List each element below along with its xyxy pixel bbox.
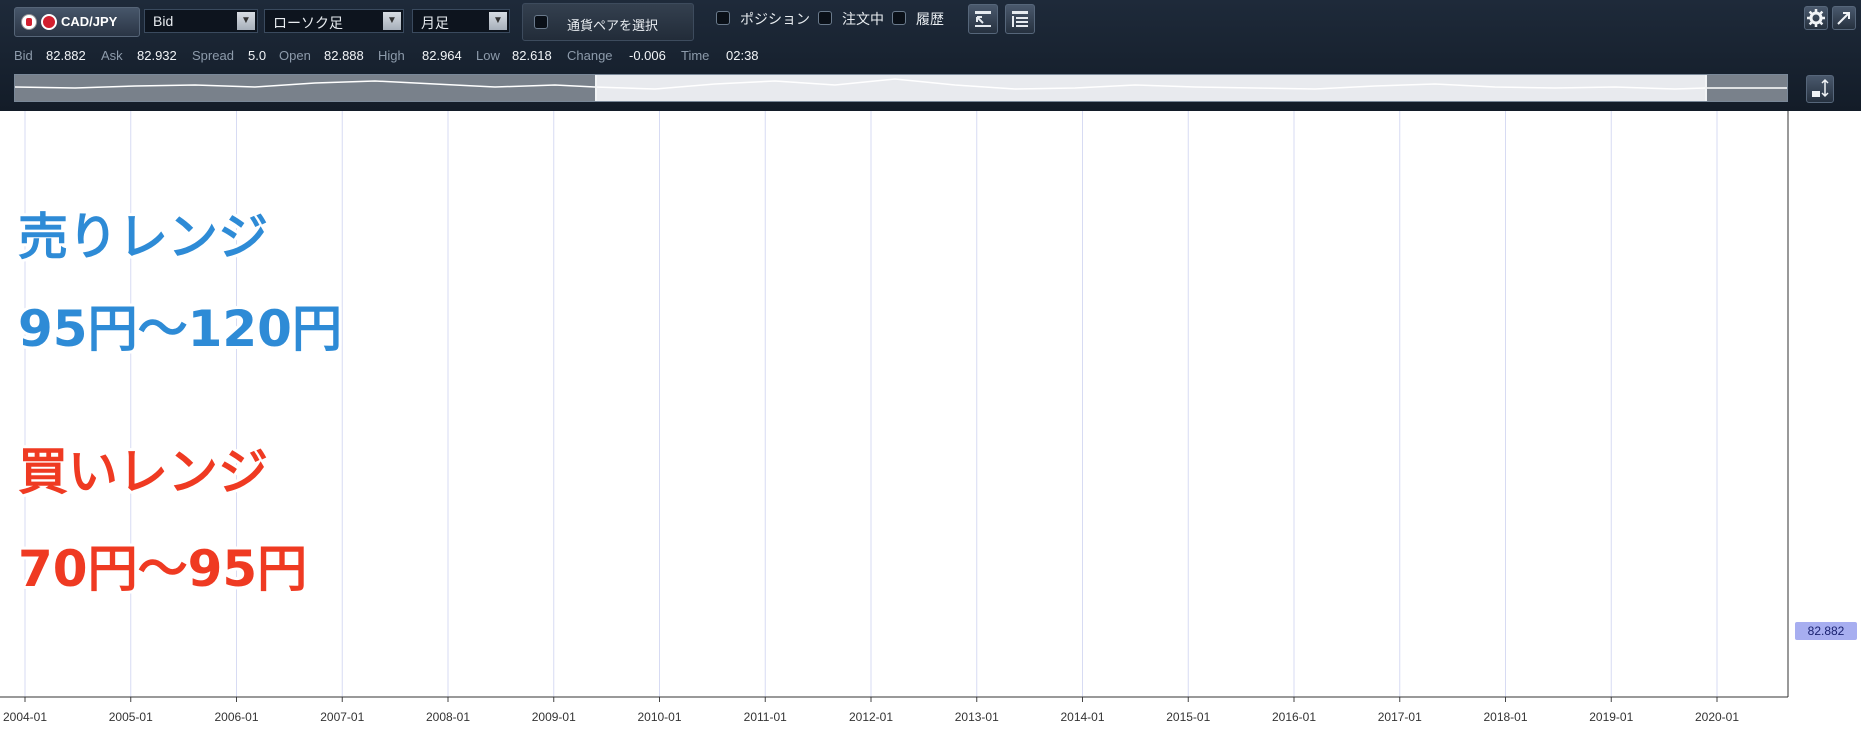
order-checkbox[interactable] xyxy=(818,11,832,25)
plot-background xyxy=(0,111,1788,697)
ask-label: Ask xyxy=(101,48,123,63)
price-type-value: Bid xyxy=(153,13,174,29)
x-tick-label: 2017-01 xyxy=(1378,710,1422,724)
change-label: Change xyxy=(567,48,613,63)
navigator-shade-left xyxy=(15,75,595,101)
x-tick-label: 2007-01 xyxy=(320,710,364,724)
x-tick-label: 2005-01 xyxy=(109,710,153,724)
chart-tool-button[interactable] xyxy=(968,4,998,34)
spread-value: 5.0 xyxy=(248,48,267,63)
x-tick-label: 2016-01 xyxy=(1272,710,1316,724)
x-tick-label: 2009-01 xyxy=(532,710,576,724)
buy-range-label: 70円～95円 xyxy=(18,540,307,598)
position-label: ポジション xyxy=(740,11,810,27)
resize-icon xyxy=(1812,78,1829,98)
bid-label: Bid xyxy=(14,48,33,63)
high-value: 82.964 xyxy=(422,48,462,63)
bid-value: 82.882 xyxy=(46,48,86,63)
x-tick-label: 2012-01 xyxy=(849,710,893,724)
buy-range-title: 買いレンジ xyxy=(18,443,268,501)
navigator-overview-line xyxy=(15,78,1787,90)
x-tick-label: 2015-01 xyxy=(1166,710,1210,724)
position-checkbox[interactable] xyxy=(716,11,730,25)
currency-pair-label: CAD/JPY xyxy=(61,14,118,29)
spread-label: Spread xyxy=(192,48,234,63)
chevron-down-icon: ▼ xyxy=(383,12,401,30)
x-tick-label: 2013-01 xyxy=(955,710,999,724)
gear-icon xyxy=(1807,9,1825,27)
timeframe-value: 月足 xyxy=(421,15,449,31)
x-tick-label: 2020-01 xyxy=(1695,710,1739,724)
x-tick-label: 2011-01 xyxy=(744,710,787,724)
pair-select-checkbox xyxy=(534,15,548,29)
pair-select-button[interactable]: 通貨ペアを選択 xyxy=(522,3,694,41)
x-tick-label: 2006-01 xyxy=(214,710,258,724)
popout-button[interactable] xyxy=(1832,6,1856,30)
low-value: 82.618 xyxy=(512,48,552,63)
ask-value: 82.932 xyxy=(137,48,177,63)
timeframe-select[interactable]: 月足 ▼ xyxy=(412,9,510,33)
sell-range-title: 売りレンジ xyxy=(18,208,268,266)
open-label: Open xyxy=(279,48,311,63)
history-label: 履歴 xyxy=(916,11,944,27)
chart-style-select[interactable]: ローソク足 ▼ xyxy=(264,9,404,33)
settings-button[interactable] xyxy=(1804,6,1828,30)
japan-flag-icon xyxy=(41,14,57,30)
navigator-right-handle[interactable] xyxy=(1705,75,1707,101)
history-checkbox[interactable] xyxy=(892,11,906,25)
chart-toolbar: CAD/JPY Bid ▼ ローソク足 ▼ 月足 ▼ 通貨ペアを選択 ポジション… xyxy=(0,0,1861,111)
list-icon xyxy=(1012,11,1028,27)
x-tick-label: 2014-01 xyxy=(1060,710,1104,724)
currency-pair-button[interactable]: CAD/JPY xyxy=(14,7,140,37)
order-label: 注文中 xyxy=(842,11,884,27)
canada-flag-icon xyxy=(21,14,37,30)
x-tick-label: 2019-01 xyxy=(1589,710,1633,724)
current-price-badge: 82.882 xyxy=(1795,622,1857,640)
pair-select-label: 通貨ペアを選択 xyxy=(567,18,659,33)
low-label: Low xyxy=(476,48,500,63)
price-type-select[interactable]: Bid ▼ xyxy=(144,9,258,33)
high-label: High xyxy=(378,48,405,63)
time-value: 02:38 xyxy=(726,48,759,63)
toolbar-row-controls: CAD/JPY Bid ▼ ローソク足 ▼ 月足 ▼ 通貨ペアを選択 ポジション… xyxy=(0,0,1861,42)
external-link-icon xyxy=(1837,12,1850,25)
chart-style-value: ローソク足 xyxy=(273,15,343,31)
chevron-down-icon: ▼ xyxy=(237,12,255,30)
candlestick-chart: 2004-01 2005-01 2006-01 2007-01 2008-01 2009-… xyxy=(0,0,1835,724)
change-value: -0.006 xyxy=(629,48,666,63)
chart-edit-icon xyxy=(975,11,991,27)
x-tick-label: 2018-01 xyxy=(1483,710,1527,724)
range-navigator[interactable] xyxy=(14,74,1788,102)
x-tick-label: 2008-01 xyxy=(426,710,470,724)
navigator-toggle-button[interactable] xyxy=(1806,75,1834,103)
sell-range-label: 95円～120円 xyxy=(18,300,342,358)
open-value: 82.888 xyxy=(324,48,364,63)
x-tick-label: 2004-01 xyxy=(3,710,47,724)
chart-settings-list-button[interactable] xyxy=(1005,4,1035,34)
x-tick-label: 2010-01 xyxy=(637,710,681,724)
chevron-down-icon: ▼ xyxy=(489,12,507,30)
navigator-left-handle[interactable] xyxy=(595,75,597,101)
time-label: Time xyxy=(681,48,710,63)
